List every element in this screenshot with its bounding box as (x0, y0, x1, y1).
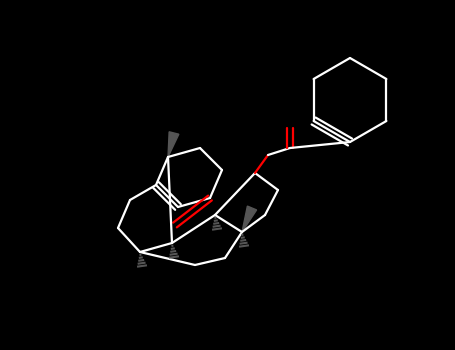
Polygon shape (168, 132, 179, 157)
Polygon shape (242, 206, 257, 232)
